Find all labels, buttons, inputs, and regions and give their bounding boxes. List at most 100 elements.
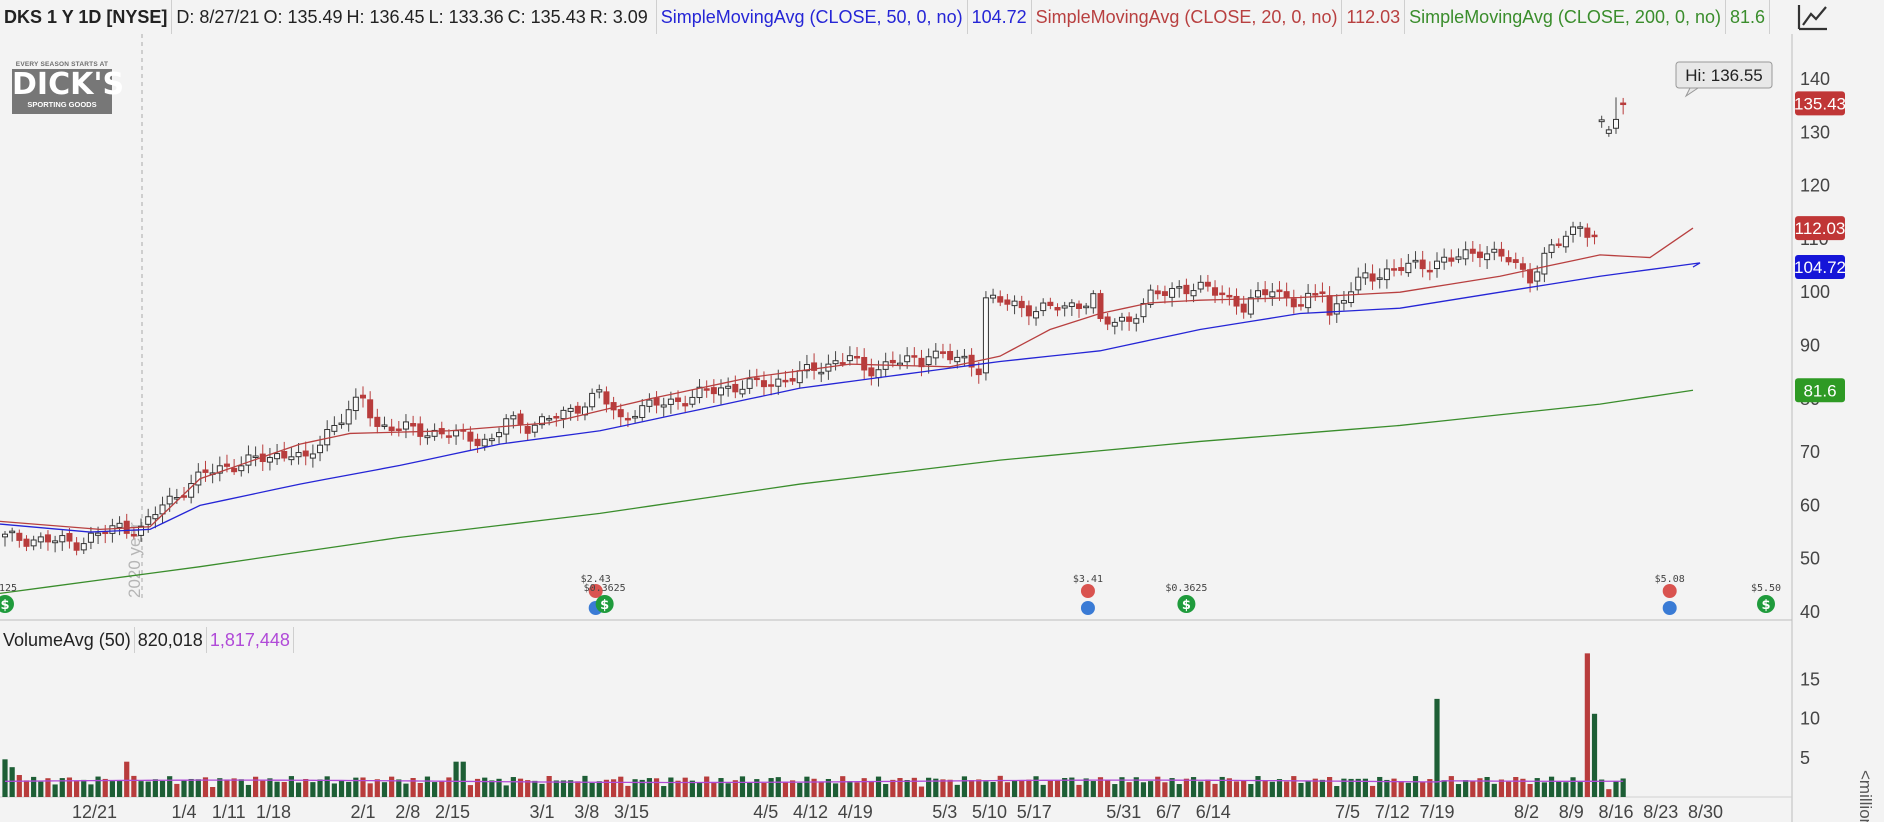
earnings-icon xyxy=(588,584,603,598)
sma200-legend-label[interactable]: SimpleMovingAvg (CLOSE, 200, 0, no) xyxy=(1405,0,1726,34)
candle-body xyxy=(854,355,861,359)
last-price-tag-box xyxy=(1795,91,1845,116)
candle-body xyxy=(818,371,825,375)
candle-body xyxy=(1541,252,1548,275)
candle-body xyxy=(1290,298,1297,308)
volume-bar xyxy=(489,780,495,797)
candle-body xyxy=(1018,300,1025,309)
volume-bar xyxy=(804,776,810,797)
x-tick-label: 5/10 xyxy=(972,802,1007,822)
volume-bar xyxy=(696,782,703,797)
info-icon xyxy=(1662,601,1677,615)
volume-bar xyxy=(281,781,287,797)
candle-body xyxy=(617,409,624,418)
candle-body xyxy=(1297,304,1304,307)
candle-body xyxy=(947,351,954,361)
candle-body xyxy=(1340,300,1347,304)
volume-bar xyxy=(66,777,73,797)
candle xyxy=(1290,289,1297,314)
candle-body xyxy=(682,403,689,407)
candle xyxy=(1011,295,1018,315)
candle xyxy=(102,524,109,544)
candle xyxy=(1620,97,1627,115)
candle-body xyxy=(395,428,402,432)
candle-body xyxy=(1348,291,1355,304)
sma50-legend-label[interactable]: SimpleMovingAvg (CLOSE, 50, 0, no) xyxy=(657,0,968,34)
candle-body xyxy=(1219,292,1226,296)
x-tick-label: 2/15 xyxy=(435,802,470,822)
candle xyxy=(1383,259,1390,289)
candle xyxy=(725,377,732,397)
volume-bar xyxy=(1298,782,1304,797)
candle xyxy=(1562,230,1569,253)
last-price-tag: 135.43 xyxy=(1794,91,1846,116)
candle xyxy=(925,348,932,374)
candle-body xyxy=(624,417,631,421)
volume-bar xyxy=(732,780,738,797)
high-callout-text: Hi: 136.55 xyxy=(1685,66,1763,85)
volume-bar xyxy=(1226,778,1232,797)
candle xyxy=(1548,238,1555,259)
volume-bar xyxy=(1319,779,1326,797)
volume-bar xyxy=(74,781,80,797)
sma20-line xyxy=(0,227,1694,531)
volume-bar xyxy=(303,778,309,797)
candle-body xyxy=(1233,295,1240,307)
candle-body xyxy=(59,535,66,543)
candle-body xyxy=(30,539,37,547)
candle xyxy=(1133,313,1140,332)
volume-bar xyxy=(1126,782,1132,797)
candle-body xyxy=(696,386,703,399)
date-value: D: 8/27/21 xyxy=(176,6,260,27)
last-price-tag-text: 135.43 xyxy=(1794,94,1846,113)
volume-bar xyxy=(947,779,953,797)
candle-body xyxy=(803,364,810,372)
symbol-title[interactable]: DKS 1 Y 1D [NYSE] xyxy=(0,0,173,34)
volume-bar xyxy=(639,779,645,797)
candle-body xyxy=(138,525,145,536)
candle xyxy=(1118,312,1125,331)
volume-legend-label[interactable]: VolumeAvg (50) xyxy=(0,627,135,653)
sma20-legend-label[interactable]: SimpleMovingAvg (CLOSE, 20, 0, no) xyxy=(1032,0,1343,34)
volume-bar xyxy=(1420,781,1426,797)
volume-bar xyxy=(539,783,545,797)
volume-bar xyxy=(739,776,746,797)
volume-bar xyxy=(1312,778,1318,797)
volume-bar xyxy=(854,782,860,797)
candle xyxy=(1247,289,1254,319)
candle xyxy=(546,415,553,426)
candle-body xyxy=(567,407,574,412)
candle xyxy=(1376,268,1383,289)
candle xyxy=(782,370,789,388)
candle xyxy=(159,496,166,524)
drawing-tool-icon[interactable] xyxy=(1796,2,1830,32)
x-tick-label: 7/19 xyxy=(1419,802,1454,822)
candle xyxy=(1505,250,1512,266)
volume-bar xyxy=(138,781,144,797)
volume-bar xyxy=(1591,713,1598,797)
volume-bar xyxy=(267,778,273,797)
volume-bar xyxy=(324,776,330,797)
volume-bar xyxy=(1190,777,1197,797)
candle xyxy=(675,390,682,410)
candle-body xyxy=(1147,289,1154,305)
candle xyxy=(803,354,810,379)
candle xyxy=(1305,284,1312,313)
candle-body xyxy=(1240,303,1247,313)
candle xyxy=(1398,258,1405,276)
y-tick-label: 60 xyxy=(1800,495,1820,515)
candle xyxy=(1233,288,1240,315)
sma200-legend-value: 81.6 xyxy=(1726,0,1771,34)
volume-bar xyxy=(195,779,201,797)
y-tick-label: 120 xyxy=(1800,176,1830,196)
candle-body xyxy=(997,296,1004,303)
candle-body xyxy=(345,409,352,425)
candle-body xyxy=(939,351,946,354)
candle xyxy=(37,532,44,549)
candle xyxy=(1355,267,1362,295)
candle xyxy=(374,408,381,434)
sma20-legend-value: 112.03 xyxy=(1342,0,1406,34)
candle-body xyxy=(667,398,674,405)
candle-body xyxy=(1262,289,1269,296)
